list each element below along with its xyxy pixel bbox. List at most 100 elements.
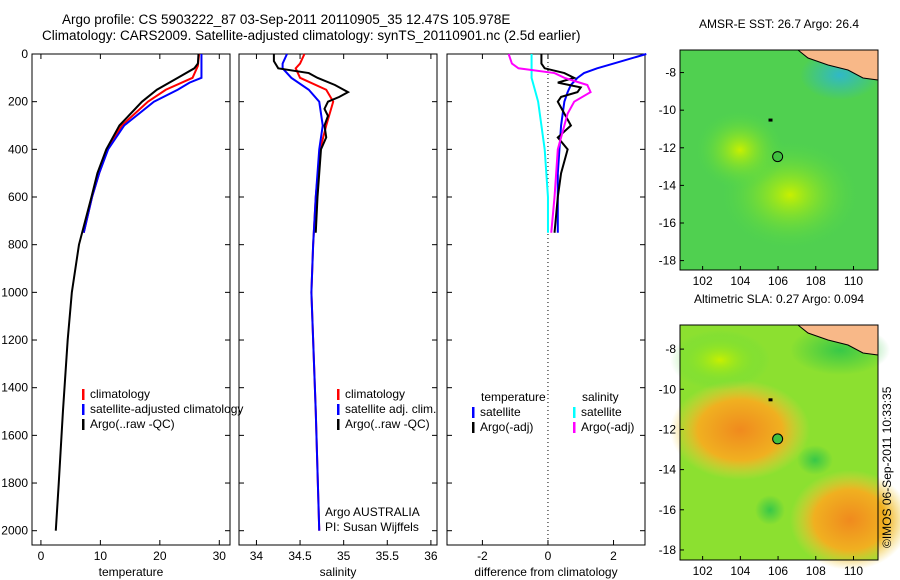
legend-label: Argo(-adj) (581, 420, 634, 434)
legend-swatch (82, 419, 85, 430)
lon-tick-label: 106 (768, 274, 788, 288)
map-field-feature (695, 110, 785, 190)
x-tick-label: 35 (337, 549, 351, 563)
legend-label: satellite adj. clim. (345, 402, 436, 416)
legend-swatch (573, 422, 576, 433)
lat-tick-label: -14 (659, 463, 677, 477)
series-line-satellite-adj-clim- (281, 53, 324, 531)
profile-panel-3: -2 0 2 difference from climatology temperatu… (446, 53, 647, 579)
x-tick-label: 36 (424, 549, 438, 563)
series-line-salinity-argo-adj- (507, 53, 592, 233)
title-line-2: Climatology: CARS2009. Satellite-adjuste… (42, 28, 581, 43)
map-title: AMSR-E SST: 26.7 Argo: 26.4 (699, 17, 859, 31)
map-frame (679, 324, 879, 561)
legend-swatch (472, 422, 475, 433)
credit: ©IMOS 06-Sep-2011 10:33:35 (880, 386, 894, 548)
legend-swatch (337, 389, 340, 400)
plot-frame (238, 53, 438, 546)
series-line-climatology (82, 53, 201, 233)
x-tick-label: 10 (94, 549, 108, 563)
lat-tick-label: -12 (659, 422, 677, 436)
map-field-feature (797, 445, 833, 475)
legend-label: climatology (345, 387, 405, 401)
map-panel-1: AMSR-E SST: 26.7 Argo: 26.4 102 104 106 108 1… (659, 17, 880, 288)
legend-label: Argo(..raw -QC) (90, 417, 175, 431)
lon-tick-label: 106 (768, 564, 788, 578)
plot-frame (446, 53, 646, 546)
legend-label: satellite-adjusted climatology (90, 402, 243, 416)
lat-tick-label: -10 (659, 382, 677, 396)
x-axis-label: temperature (99, 565, 164, 579)
lon-tick-label: 104 (730, 274, 750, 288)
y-tick-label: 0 (21, 47, 28, 61)
legend-label: Argo(-adj) (480, 420, 533, 434)
legend-label: satellite (581, 405, 622, 419)
legend-swatch (337, 404, 340, 415)
series-line-argo-raw-qc- (272, 54, 351, 233)
series-line-climatology (294, 53, 335, 531)
series-line-salinity-satellite (530, 54, 549, 233)
map-panel-2: Altimetric SLA: 0.27 Argo: 0.094 102 104 10… (659, 292, 900, 578)
legend-label: satellite (480, 405, 521, 419)
argo-position-marker (772, 151, 784, 163)
annotation: Argo AUSTRALIA (325, 505, 420, 519)
christmas-island (768, 118, 773, 122)
lon-tick-label: 108 (806, 274, 826, 288)
legend-swatch (82, 389, 85, 400)
series-line-temperature-argo-adj- (540, 54, 583, 233)
profile-panel-2: 34 34.5 35 35.5 36 salinity climatologysatelli… (238, 53, 438, 579)
y-tick-label: 800 (8, 238, 28, 252)
x-tick-label: 0 (38, 549, 45, 563)
lon-tick-label: 108 (806, 564, 826, 578)
y-tick-label: 1600 (1, 428, 28, 442)
map-field-feature (670, 330, 770, 390)
y-tick-label: 1400 (1, 381, 28, 395)
lon-tick-label: 110 (844, 564, 863, 578)
legend-swatch (82, 404, 85, 415)
y-tick-label: 1800 (1, 476, 28, 490)
legend-label: Argo(..raw -QC) (345, 417, 430, 431)
x-tick-label: 34.5 (288, 549, 312, 563)
lat-tick-label: -10 (659, 103, 677, 117)
plot-frame (31, 53, 231, 546)
series-line-temperature-satellite (556, 53, 647, 233)
y-tick-label: 600 (8, 190, 28, 204)
annotation: PI: Susan Wijffels (325, 520, 419, 534)
lon-tick-label: 102 (693, 564, 713, 578)
map-frame (679, 49, 879, 271)
x-tick-label: 30 (213, 549, 227, 563)
map-field-feature (755, 495, 785, 525)
x-tick-label: 2 (610, 549, 617, 563)
x-axis-label: salinity (320, 565, 357, 579)
legend-swatch (337, 419, 340, 430)
legend-header: salinity (582, 390, 619, 404)
title-line-1: Argo profile: CS 5903222_87 03-Sep-2011 … (62, 12, 511, 27)
legend-swatch (472, 407, 475, 418)
x-tick-label: -2 (477, 549, 488, 563)
profile-panel-1: 0 10 20 30 temperature 0 200 400 600 800 1000 1200 1… (1, 47, 243, 579)
map-title: Altimetric SLA: 0.27 Argo: 0.094 (694, 292, 864, 306)
y-tick-label: 200 (8, 95, 28, 109)
lat-tick-label: -14 (659, 178, 677, 192)
lon-tick-label: 110 (844, 274, 863, 288)
x-tick-label: 34 (250, 549, 264, 563)
legend-header: temperature (481, 390, 546, 404)
series-line-satellite-adjusted-climatology (82, 54, 203, 233)
x-tick-label: 0 (545, 549, 552, 563)
lat-tick-label: -16 (659, 503, 677, 517)
lat-tick-label: -18 (659, 254, 677, 268)
x-tick-label: 20 (153, 549, 167, 563)
argo-position-marker (772, 433, 784, 445)
x-axis-label: difference from climatology (474, 565, 617, 579)
lat-tick-label: -12 (659, 141, 677, 155)
lon-tick-label: 102 (693, 274, 713, 288)
lon-tick-label: 104 (730, 564, 750, 578)
christmas-island (768, 398, 773, 402)
lat-tick-label: -18 (659, 543, 677, 557)
y-tick-label: 1000 (1, 285, 28, 299)
map-field-feature (670, 380, 810, 480)
lat-tick-label: -8 (665, 342, 676, 356)
lat-tick-label: -16 (659, 216, 677, 230)
